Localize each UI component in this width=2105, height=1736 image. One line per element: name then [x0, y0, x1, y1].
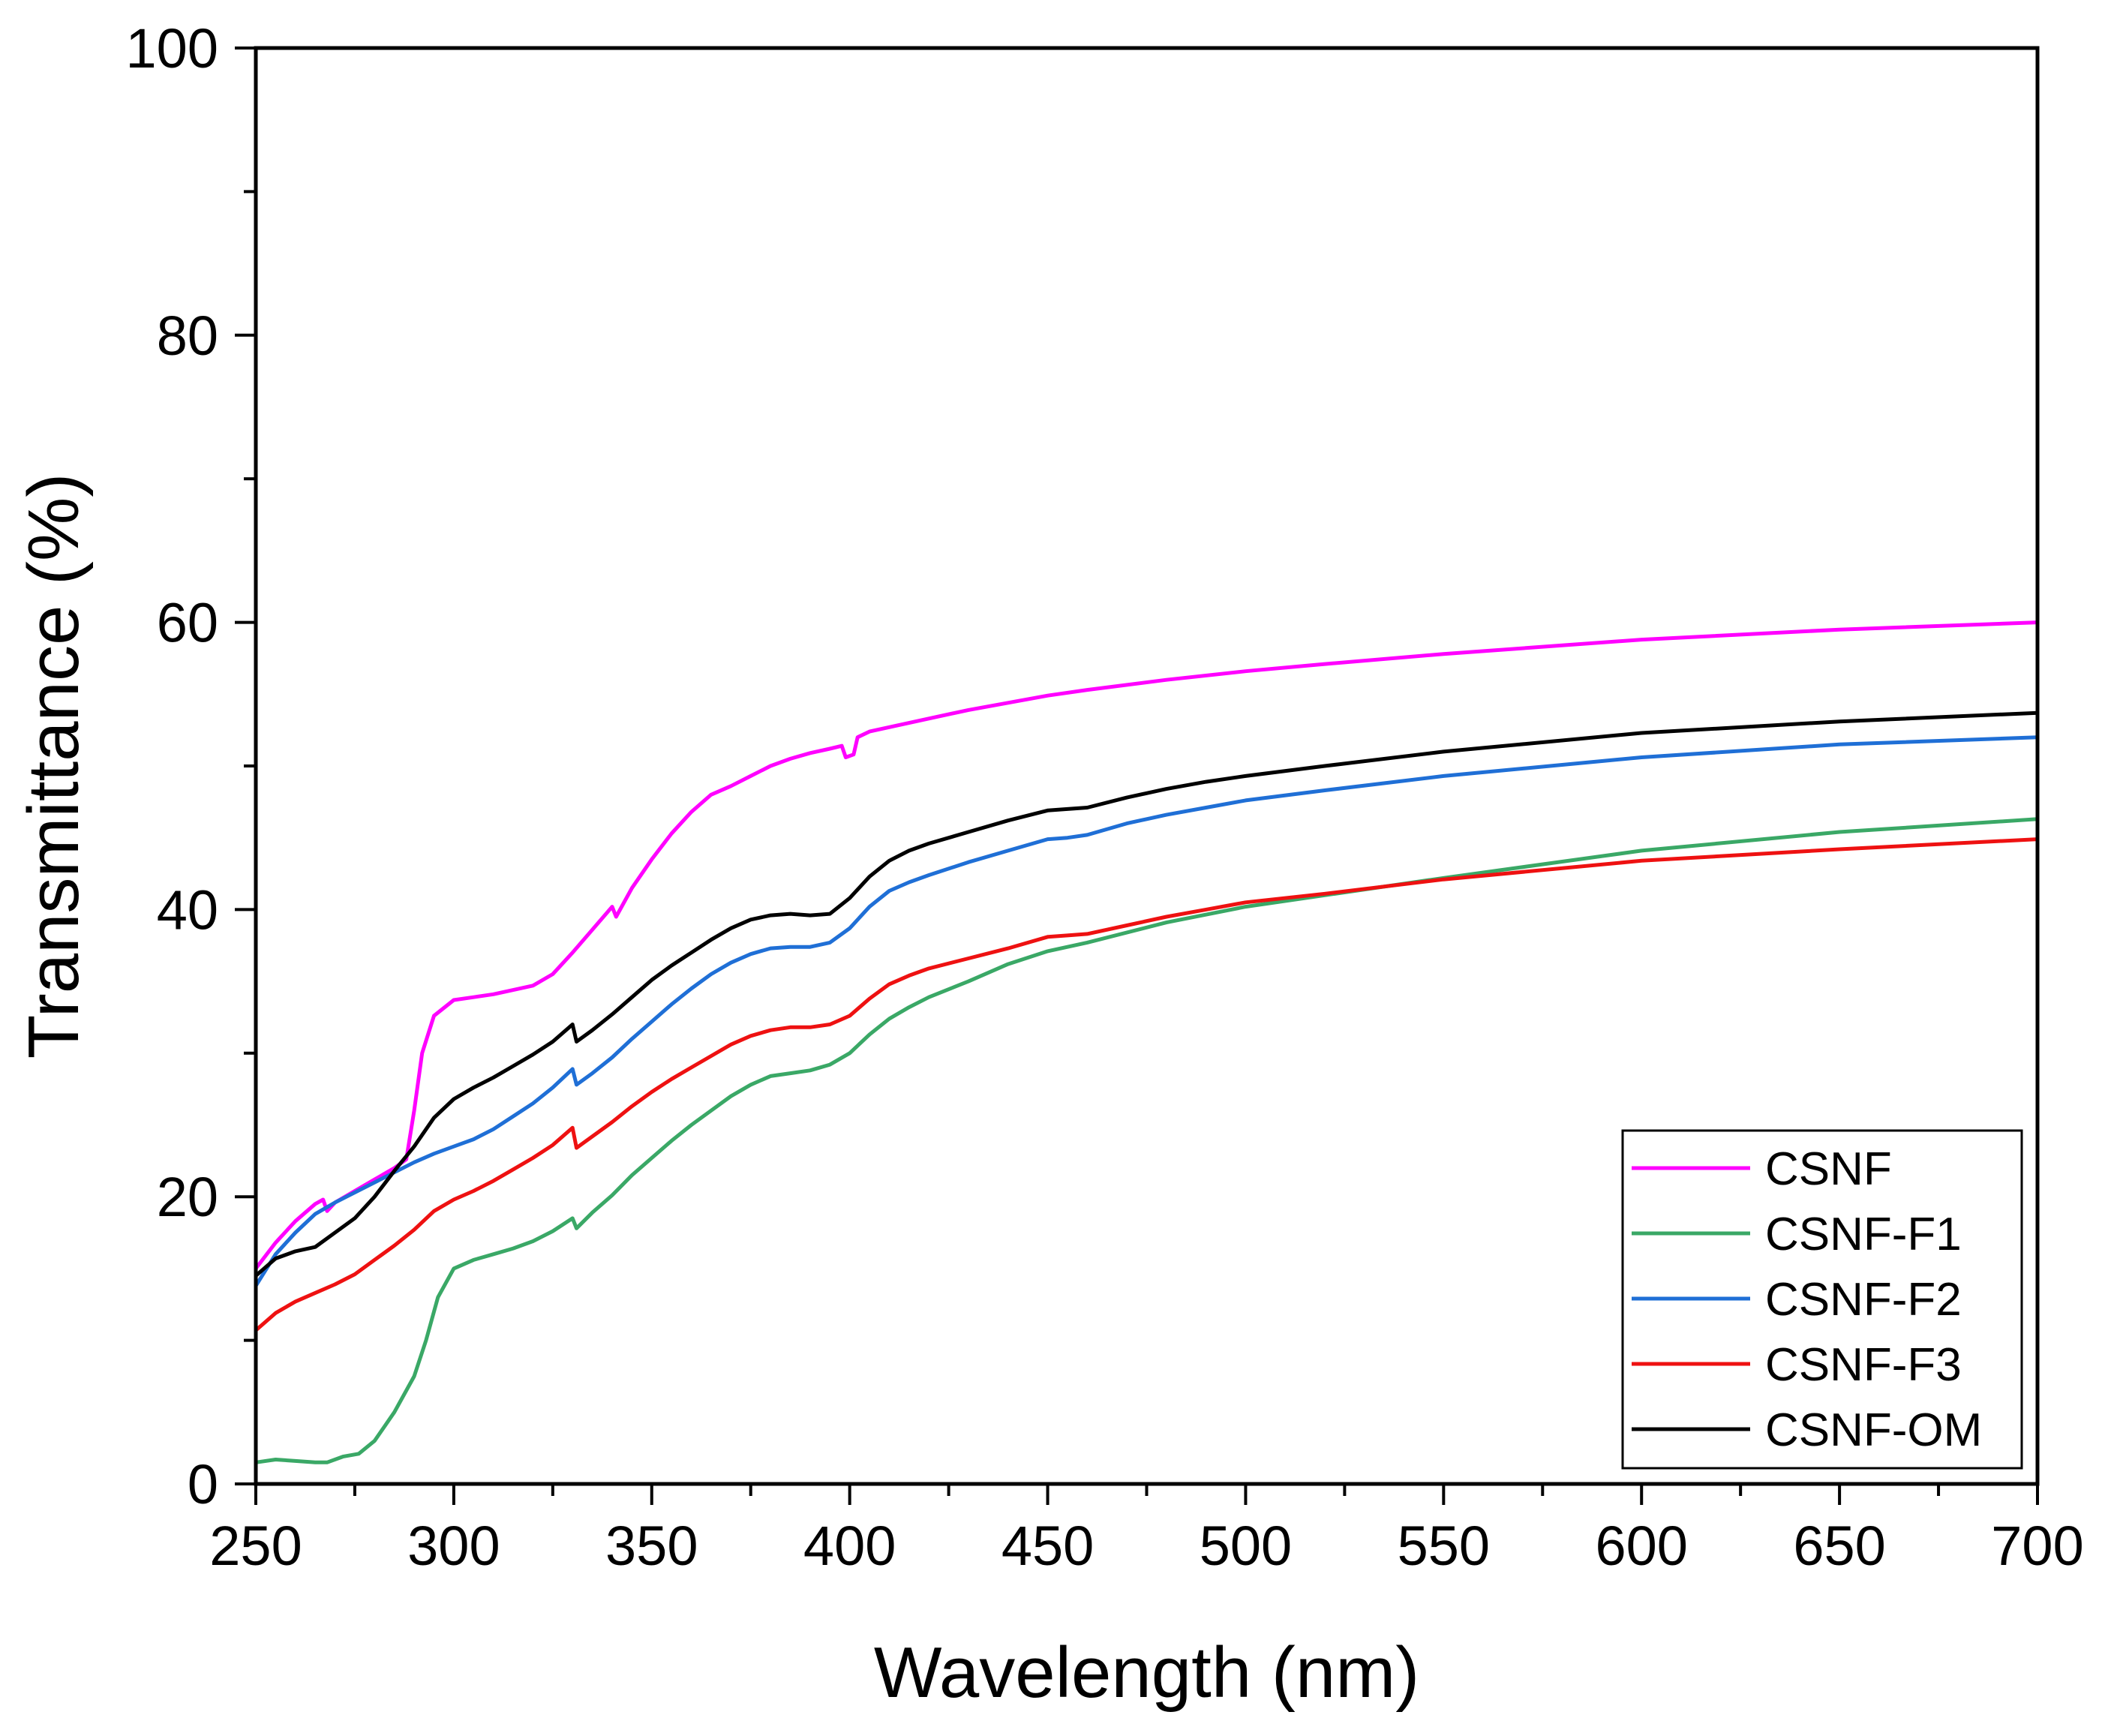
x-axis-title: Wavelength (nm): [874, 1632, 1419, 1713]
series-line-1: [255, 817, 2038, 1464]
legend-label-1: CSNF-F1: [1765, 1209, 1962, 1260]
series-line-2: [254, 735, 2038, 1287]
x-tick-label: 350: [605, 1515, 698, 1577]
x-tick-label: 600: [1595, 1515, 1687, 1577]
legend-label-0: CSNF: [1765, 1143, 1892, 1195]
series-line-3: [254, 837, 2038, 1332]
x-tick-label: 400: [803, 1515, 896, 1577]
x-tick-label: 250: [209, 1515, 302, 1577]
y-tick-label: 20: [157, 1166, 218, 1228]
y-axis-title: Transmittance (%): [14, 473, 94, 1059]
series-line-0: [254, 620, 2038, 1270]
legend: CSNF CSNF-F1 CSNF-F2 CSNF-F3 CSNF-OM: [1621, 1129, 2023, 1470]
legend-label-3: CSNF-F3: [1765, 1339, 1962, 1391]
series-layer: [254, 620, 2038, 1464]
legend-label-2: CSNF-F2: [1765, 1274, 1962, 1326]
plot-frame: [254, 46, 2040, 1486]
x-tick-label: 700: [1991, 1515, 2083, 1577]
x-tick-label: 450: [1001, 1515, 1094, 1577]
y-tick-label: 40: [157, 879, 218, 941]
y-tick-label: 100: [126, 17, 218, 80]
y-tick-label: 80: [157, 305, 218, 367]
y-tick-label: 60: [157, 592, 218, 654]
series-line-4: [254, 710, 2038, 1278]
x-axis-ticks: 250 300 350 400 450 500 550 600 650 700: [209, 1484, 2084, 1577]
x-tick-label: 550: [1398, 1515, 1490, 1577]
x-tick-label: 650: [1793, 1515, 1885, 1577]
x-tick-label: 500: [1200, 1515, 1292, 1577]
y-axis-ticks: 0 20 40 60 80 100: [126, 17, 256, 1515]
y-tick-label: 0: [188, 1453, 218, 1515]
legend-label-4: CSNF-OM: [1765, 1404, 1982, 1456]
x-tick-label: 300: [407, 1515, 500, 1577]
